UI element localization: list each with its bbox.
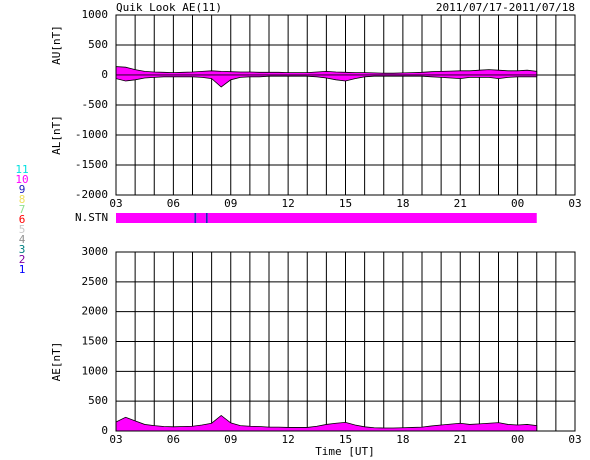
area	[115, 66, 538, 76]
station-legend-entry: 4	[19, 233, 26, 246]
x-tick-label: 09	[224, 197, 237, 210]
station-legend-entry: 1	[19, 263, 26, 276]
plot-frame	[115, 14, 576, 196]
y-tick-label: -500	[82, 98, 109, 111]
station-segment	[205, 213, 208, 223]
y-tick-label: 2000	[82, 305, 109, 318]
x-tick-label: 15	[339, 433, 352, 446]
area	[115, 74, 538, 88]
station-legend-entry: 6	[19, 213, 26, 226]
station-segment	[194, 213, 197, 223]
x-tick-label: 18	[396, 197, 409, 210]
chart-title: Quik Look AE(11)	[116, 1, 222, 14]
station-legend-entry: 8	[19, 193, 26, 206]
station-legend-entry: 11	[15, 163, 28, 176]
station-legend-entry: 2	[19, 253, 26, 266]
band-label: N.STN	[75, 211, 108, 224]
x-axis-label: Time [UT]	[315, 445, 375, 458]
plot-frame	[115, 251, 576, 432]
y-tick-label: 0	[101, 424, 108, 437]
station-segment	[196, 213, 206, 223]
x-tick-label: 00	[511, 433, 524, 446]
y-tick-label: 3000	[82, 245, 109, 258]
station-segment	[116, 213, 195, 223]
x-tick-label: 00	[511, 197, 524, 210]
y-tick-label: 500	[88, 394, 108, 407]
station-segment	[207, 213, 537, 223]
date-range: 2011/07/17-2011/07/18	[436, 1, 575, 14]
x-tick-label: 15	[339, 197, 352, 210]
station-legend-entry: 3	[19, 243, 26, 256]
area	[115, 414, 538, 432]
station-legend-entry: 5	[19, 223, 26, 236]
y-axis-label: AU[nT]	[50, 25, 63, 65]
y-axis-label: AE[nT]	[50, 342, 63, 382]
x-tick-label: 03	[109, 433, 122, 446]
y-tick-label: 2500	[82, 275, 109, 288]
y-tick-label: 1000	[82, 8, 109, 21]
y-tick-label: -2000	[75, 188, 108, 201]
station-legend-entry: 7	[19, 203, 26, 216]
y-tick-label: -1500	[75, 158, 108, 171]
x-tick-label: 03	[568, 197, 581, 210]
station-legend-entry: 10	[15, 173, 28, 186]
y-tick-label: -1000	[75, 128, 108, 141]
x-tick-label: 12	[282, 433, 295, 446]
x-tick-label: 03	[568, 433, 581, 446]
x-tick-label: 06	[167, 433, 180, 446]
y-tick-label: 1000	[82, 364, 109, 377]
y-axis-label: AL[nT]	[50, 115, 63, 155]
x-tick-label: 09	[224, 433, 237, 446]
x-tick-label: 12	[282, 197, 295, 210]
station-legend-entry: 9	[19, 183, 26, 196]
x-tick-label: 18	[396, 433, 409, 446]
x-tick-label: 03	[109, 197, 122, 210]
x-tick-label: 21	[454, 433, 467, 446]
x-tick-label: 21	[454, 197, 467, 210]
y-tick-label: 500	[88, 38, 108, 51]
y-tick-label: 1500	[82, 335, 109, 348]
y-tick-label: 0	[101, 68, 108, 81]
x-tick-label: 06	[167, 197, 180, 210]
